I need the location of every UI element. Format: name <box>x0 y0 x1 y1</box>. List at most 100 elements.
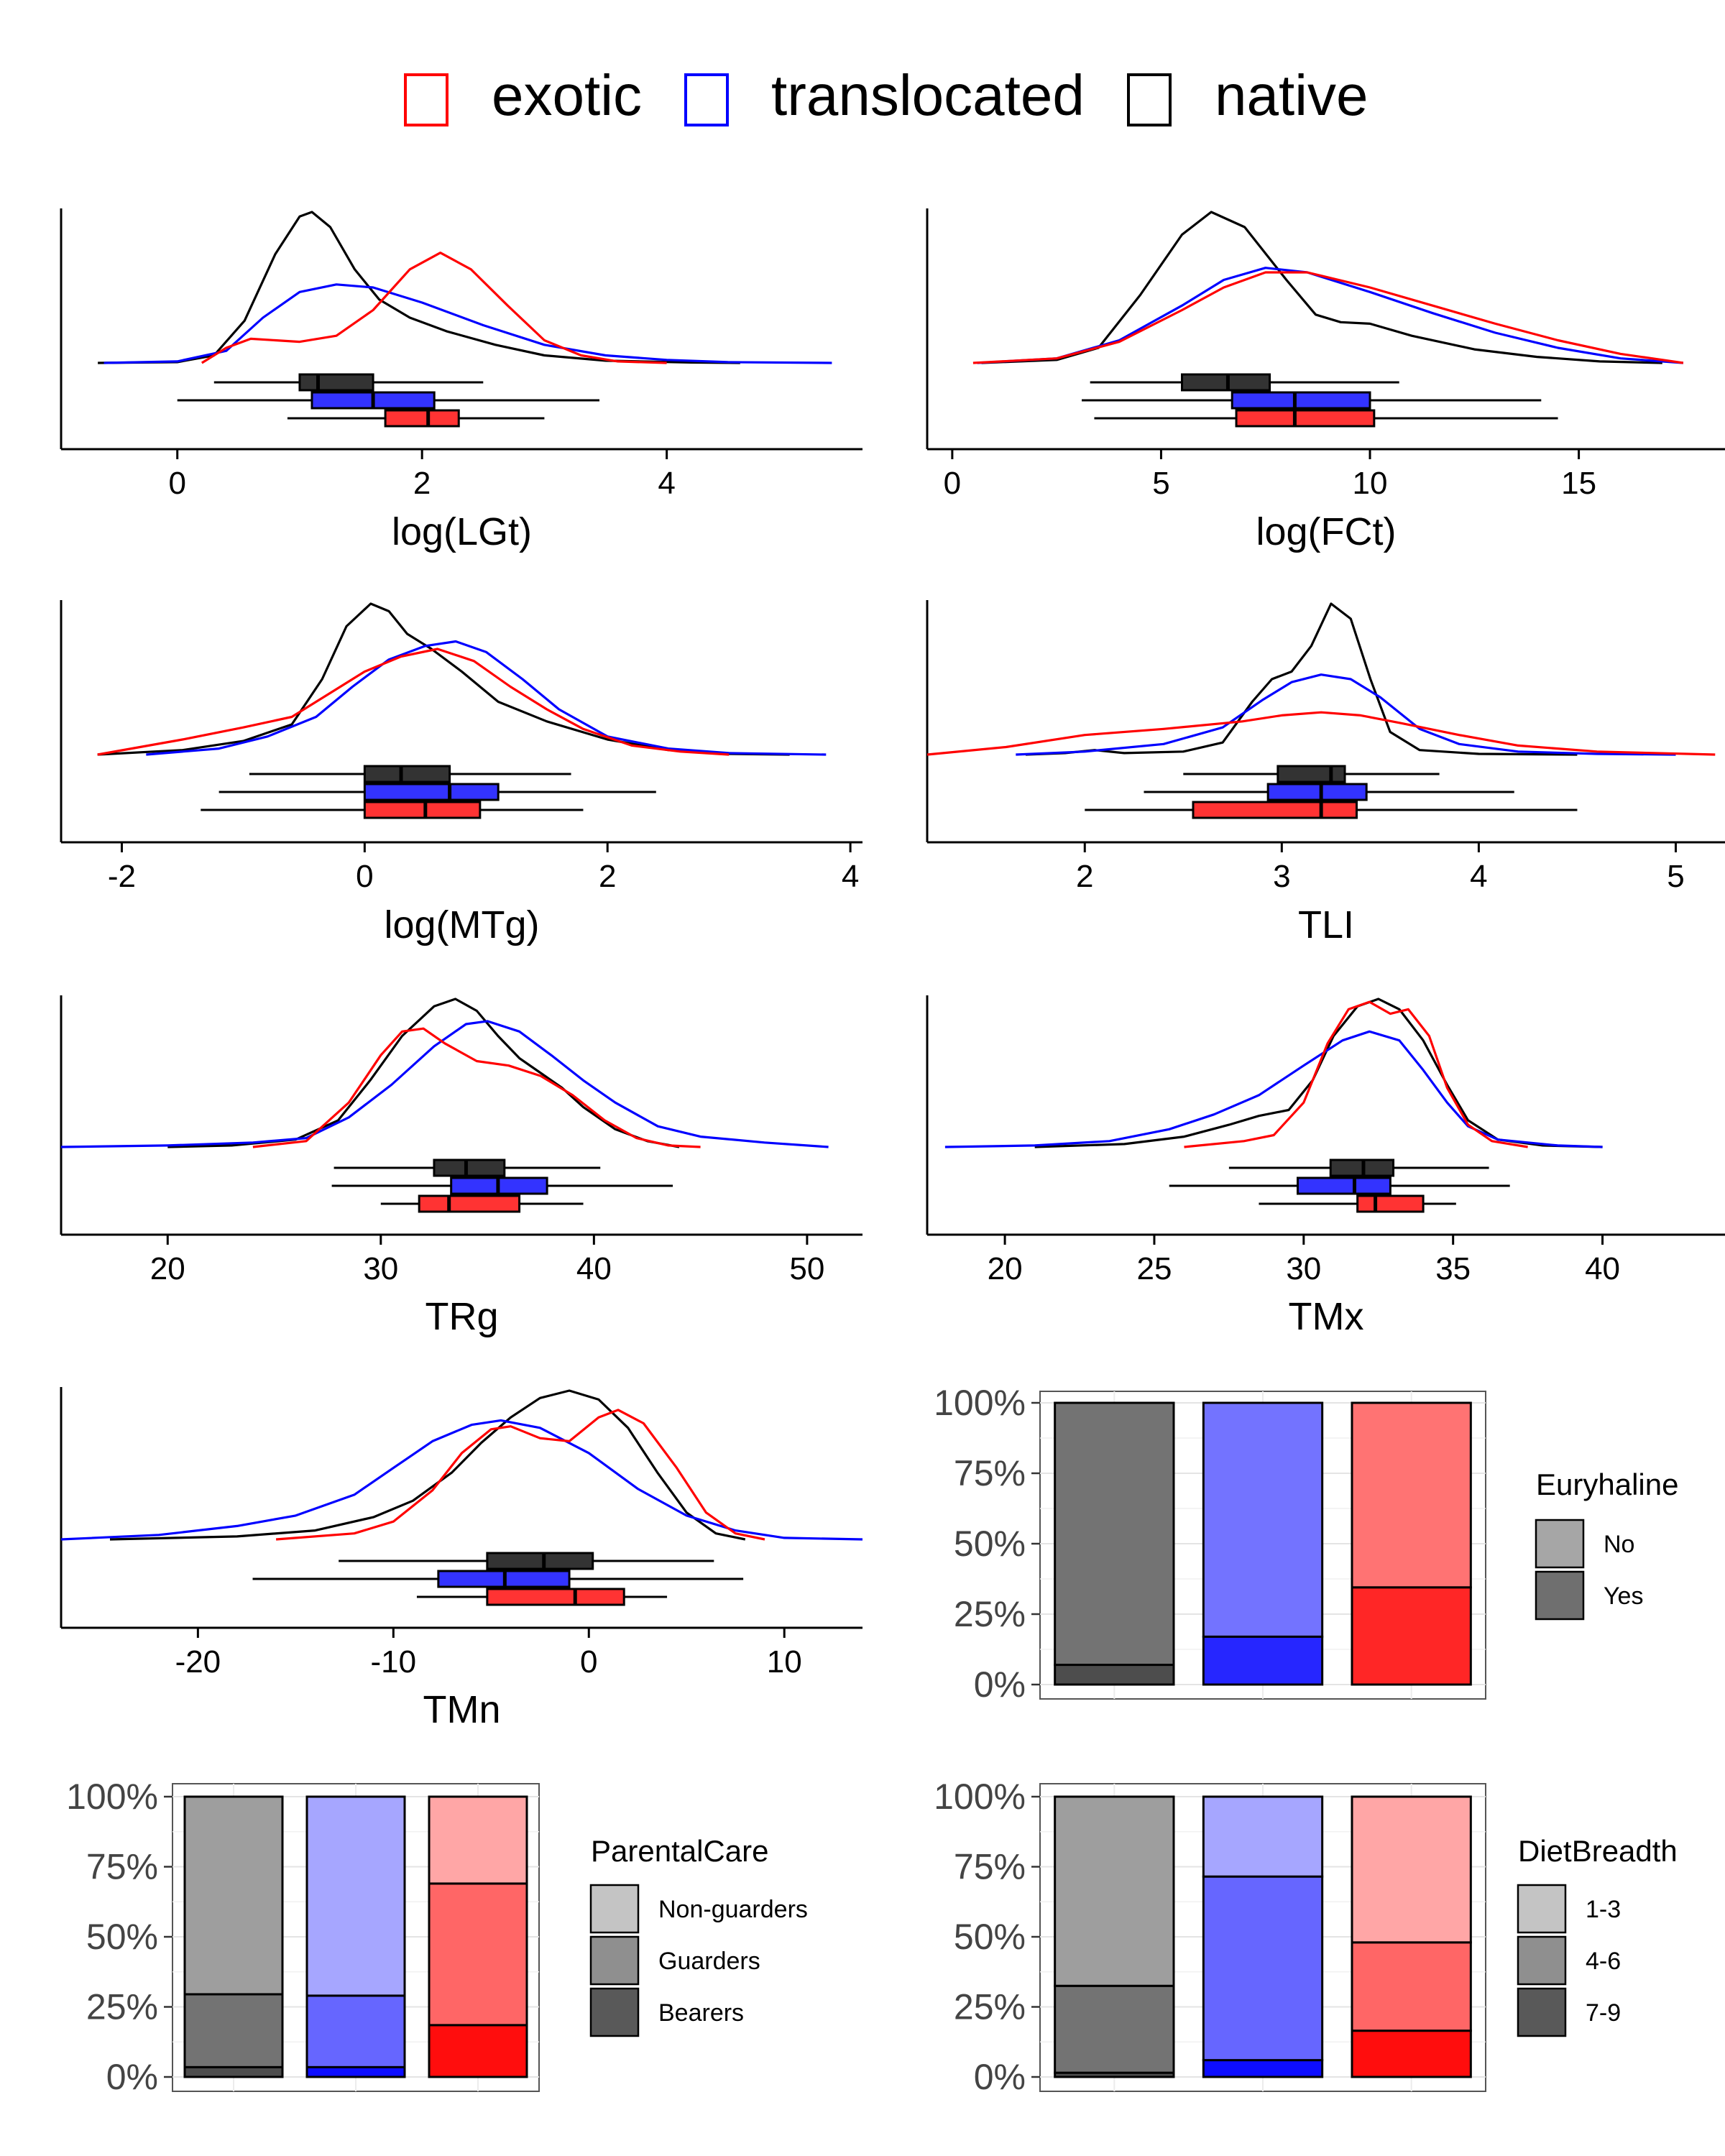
boxplot-box-exotic <box>1356 1194 1425 1213</box>
density-curve-translocated <box>146 640 827 756</box>
boxplot-box-translocated <box>363 783 500 801</box>
y-tick-label: 100% <box>66 1777 158 1817</box>
x-tick-label: 0 <box>168 466 185 501</box>
density-curve-translocated <box>944 1030 1603 1148</box>
x-tick-label: -20 <box>175 1644 221 1680</box>
boxplot-box-translocated <box>1230 391 1371 410</box>
bar-segment-exotic-1-3 <box>1351 1795 1472 1944</box>
legend-key-yes <box>1535 1570 1585 1621</box>
y-tick-label: 0% <box>974 1664 1026 1705</box>
bar-segment-translocated-guarders <box>305 1994 406 2068</box>
bar-segment-native-1-3 <box>1054 1795 1175 1987</box>
x-tick-label: 10 <box>767 1644 802 1680</box>
density-panel-log-fct: 0 5 10 15 log(FCt) <box>926 208 1725 553</box>
bar-segment-native-bearers <box>183 2065 284 2078</box>
boxplot-box-native <box>363 765 451 783</box>
x-tick-label: 2 <box>413 466 431 501</box>
y-tick-label: 50% <box>86 1917 158 1957</box>
density-curve-exotic <box>252 1027 701 1148</box>
legend-label-native: native <box>1215 63 1368 127</box>
density-curve-exotic <box>972 271 1684 364</box>
legend-label-1-3: 1-3 <box>1586 1896 1621 1923</box>
bar-segment-exotic-non-guarders <box>428 1795 528 1885</box>
y-tick-label: 100% <box>934 1383 1026 1423</box>
x-tick-label: -10 <box>371 1644 417 1680</box>
density-panel-trg: 20 30 40 50 TRg <box>60 995 862 1338</box>
legend-label-guarders: Guarders <box>658 1948 760 1975</box>
y-tick-label: 25% <box>954 1987 1026 2027</box>
x-tick-label: 30 <box>1286 1251 1321 1286</box>
x-tick-label: 30 <box>363 1251 398 1286</box>
y-tick-label: 0% <box>974 2057 1026 2097</box>
bar-segment-translocated-non-guarders <box>305 1795 406 1997</box>
y-tick-label: 50% <box>954 1917 1026 1957</box>
y-tick-label: 75% <box>954 1847 1026 1887</box>
density-panel-log-lgt: 0 2 4 log(LGt) <box>60 208 862 553</box>
x-tick-label: 5 <box>1152 466 1169 501</box>
y-tick-label: 75% <box>86 1847 158 1887</box>
legend-label-bearers: Bearers <box>658 1999 744 2027</box>
x-tick-label: 20 <box>150 1251 185 1286</box>
top-legend: exotic translocated native <box>404 63 1368 127</box>
legend-label-yes: Yes <box>1604 1583 1643 1610</box>
bar-segment-exotic-no <box>1351 1401 1472 1589</box>
y-tick-label: 75% <box>954 1453 1026 1493</box>
density-curve-native <box>981 211 1662 364</box>
density-curve-exotic <box>201 252 667 364</box>
x-tick-label: 2 <box>1076 859 1093 894</box>
legend-label-7-9: 7-9 <box>1586 1999 1621 2027</box>
bar-segment-translocated-yes <box>1202 1635 1324 1686</box>
legend-title: ParentalCare <box>591 1834 768 1868</box>
y-tick-label: 100% <box>934 1777 1026 1817</box>
legend-key-non-guarders <box>589 1884 640 1934</box>
stacked-bar-panel-parentalcare: 0% 25% 50% 75% 100% ParentalCare Non-guarders G… <box>66 1777 808 2097</box>
boxplot-box-exotic <box>363 801 482 819</box>
density-curve-exotic <box>1184 1000 1528 1148</box>
density-panel-tmx: 20 25 30 35 40 TMx <box>926 995 1725 1338</box>
bar-segment-exotic-4-6 <box>1351 1941 1472 2032</box>
density-curve-translocated <box>60 1419 863 1541</box>
density-curve-translocated <box>1016 673 1676 756</box>
boxplot-box-native <box>1276 765 1346 783</box>
x-axis-title: TMn <box>423 1688 501 1731</box>
boxplot-box-exotic <box>486 1588 625 1606</box>
x-tick-label: 4 <box>658 466 675 501</box>
density-curve-native <box>97 602 790 756</box>
x-axis-title: log(FCt) <box>1256 510 1396 553</box>
bar-segment-exotic-7-9 <box>1351 2030 1472 2078</box>
density-curve-native <box>109 1389 746 1541</box>
legend-label-4-6: 4-6 <box>1586 1948 1621 1975</box>
legend-title: DietBreadth <box>1518 1834 1678 1868</box>
legend-key-7-9 <box>1517 1987 1567 2037</box>
x-tick-label: 20 <box>988 1251 1023 1286</box>
x-axis-title: log(LGt) <box>392 510 532 553</box>
legend-label-translocated: translocated <box>771 63 1085 127</box>
x-tick-label: 40 <box>1585 1251 1620 1286</box>
density-curve-exotic <box>926 711 1716 756</box>
density-panel-log-mtg: -2 0 2 4 log(MTg) <box>60 600 862 946</box>
y-tick-label: 50% <box>954 1524 1026 1564</box>
x-axis-title: log(MTg) <box>384 903 539 946</box>
x-tick-label: 0 <box>944 466 961 501</box>
x-tick-label: 50 <box>789 1251 824 1286</box>
bar-segment-translocated-1-3 <box>1202 1795 1324 1878</box>
bar-segment-translocated-no <box>1202 1401 1324 1638</box>
boxplot-box-native <box>1181 373 1271 392</box>
x-tick-label: 4 <box>1470 859 1487 894</box>
boxplot-box-native <box>298 373 374 392</box>
x-tick-label: 0 <box>356 859 373 894</box>
legend-label-non-guarders: Non-guarders <box>658 1896 808 1923</box>
bar-segment-native-yes <box>1054 1664 1175 1686</box>
legend-label-exotic: exotic <box>492 63 642 127</box>
density-curve-exotic <box>97 648 730 756</box>
x-tick-label: 5 <box>1667 859 1684 894</box>
legend-key-4-6 <box>1517 1935 1567 1986</box>
bar-segment-translocated-7-9 <box>1202 2059 1324 2078</box>
legend-key-guarders <box>589 1935 640 1986</box>
density-curve-translocated <box>60 1020 829 1148</box>
density-panel-tmn: -20 -10 0 10 TMn <box>60 1387 863 1731</box>
y-tick-label: 25% <box>954 1594 1026 1634</box>
boxplot-box-exotic <box>1235 409 1376 428</box>
bar-segment-translocated-bearers <box>305 2065 406 2078</box>
density-curve-exotic <box>275 1409 765 1541</box>
